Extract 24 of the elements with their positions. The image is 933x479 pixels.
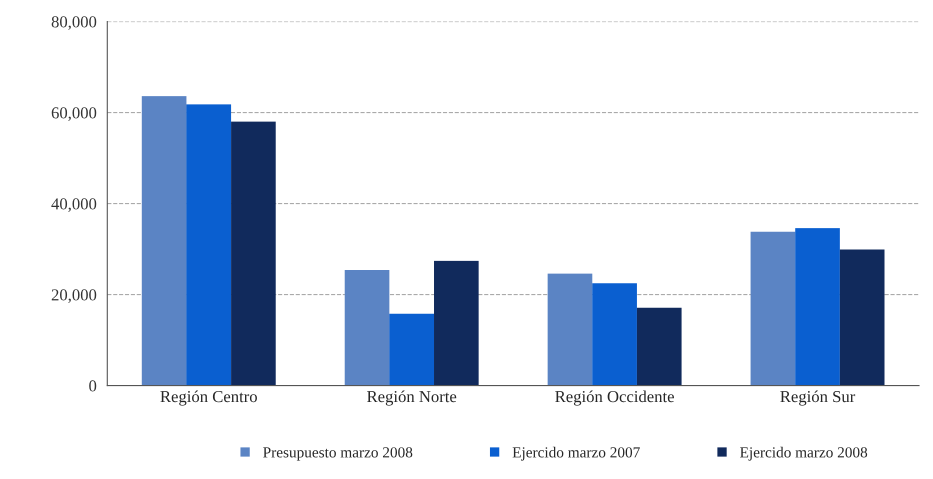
bar: [795, 228, 840, 386]
bar: [186, 104, 232, 386]
x-tick-label: Región Centro: [160, 390, 257, 406]
bar: [592, 283, 637, 386]
bar: [344, 270, 390, 386]
bar: [434, 260, 479, 386]
legend-label: Ejercido marzo 2008: [740, 446, 868, 461]
bar: [548, 274, 592, 386]
bar: [840, 250, 885, 386]
y-tick-label: 60,000: [52, 107, 96, 121]
bar: [389, 314, 434, 386]
legend-label: Ejercido marzo 2007: [512, 446, 640, 461]
x-tick-label: Región Sur: [780, 390, 856, 406]
bar: [142, 96, 186, 386]
bar: [231, 122, 276, 386]
x-tick-label: Región Norte: [367, 390, 456, 406]
y-tick-label: 0: [89, 380, 96, 392]
x-tick-label: Región Occidente: [555, 390, 674, 406]
bar: [750, 232, 796, 386]
y-tick-label: 20,000: [52, 289, 96, 303]
legend-label: Presupuesto marzo 2008: [263, 447, 412, 461]
y-tick-label: 80,000: [52, 16, 96, 30]
bar: [636, 308, 682, 386]
y-tick-label: 40,000: [51, 198, 96, 212]
